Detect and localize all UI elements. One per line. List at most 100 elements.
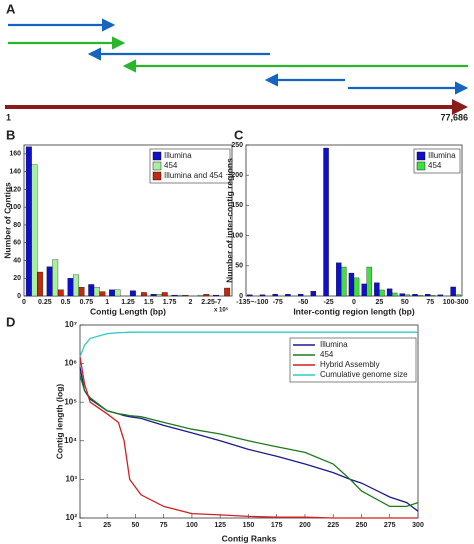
x-tick-label: 50: [131, 522, 139, 529]
bar: [129, 290, 136, 297]
plot-frame: [79, 324, 419, 519]
legend-label: Illumina: [164, 151, 192, 160]
y-tick-label: 20: [13, 275, 21, 282]
x-tick-label: 1.5: [144, 299, 154, 306]
x-tick-label: 2.25-7: [201, 299, 221, 306]
legend-label: Illumina and 454: [164, 171, 223, 180]
bar: [37, 271, 43, 297]
bar: [437, 294, 444, 297]
y-tick-label: 0: [239, 293, 243, 300]
x-axis-label: Contig Ranks: [222, 533, 277, 543]
bar: [213, 294, 219, 297]
legend-label: 454: [428, 161, 442, 170]
x-tick-label: 300: [412, 522, 424, 529]
legend-swatch: [152, 151, 162, 161]
y-tick-label: 10⁶: [64, 359, 77, 368]
bar: [379, 289, 385, 297]
x-tick-label: 225: [327, 522, 339, 529]
x-tick-label: 2: [188, 299, 192, 306]
bar: [285, 294, 291, 297]
bar: [203, 294, 210, 297]
y-tick-label: 10⁴: [64, 436, 77, 445]
x-tick-label: 200: [299, 522, 311, 529]
x-tick-label: 0.75: [80, 299, 94, 306]
y-tick-label: 10⁷: [65, 320, 77, 329]
legend-label: Illumina: [428, 151, 456, 160]
x-tick-label: 125: [214, 522, 226, 529]
x-tick-label: 275: [384, 522, 396, 529]
line-series: [79, 375, 419, 508]
bar: [150, 294, 157, 297]
bar: [177, 294, 183, 297]
y-tick-label: 100: [9, 204, 21, 211]
legend-swatch: [416, 161, 426, 171]
x-tick-label: 100: [186, 522, 198, 529]
y-tick-label: 50: [235, 263, 243, 270]
bar: [73, 274, 79, 297]
bar: [323, 147, 329, 297]
x-tick-label: 175: [271, 522, 283, 529]
bar: [353, 277, 360, 297]
y-tick-label: 140: [9, 168, 21, 175]
bar: [412, 294, 418, 297]
plot-frame: [23, 144, 233, 297]
bar: [46, 266, 53, 297]
bar: [88, 284, 95, 297]
bar: [99, 291, 106, 297]
y-tick-label: 250: [231, 142, 243, 149]
bar: [336, 262, 342, 297]
x-tick-label: 0.25: [38, 299, 52, 306]
x-tick-label: 1: [105, 299, 109, 306]
legend-swatch: [152, 161, 162, 171]
x-tick-label: 75: [426, 299, 434, 306]
y-tick-label: 100: [231, 232, 243, 239]
bar: [31, 164, 38, 297]
x-tick-label: 0: [22, 299, 26, 306]
legend-label: Cumulative genome size: [320, 370, 408, 379]
y-tick-label: 160: [9, 151, 21, 158]
x-tick-label: 1.25: [121, 299, 135, 306]
x-tick-label: -25: [324, 299, 334, 306]
bar: [197, 294, 204, 297]
bar: [450, 286, 456, 297]
panel-letter: B: [6, 127, 15, 142]
x-axis-label: Contig Length (bp): [90, 306, 166, 316]
bar: [141, 292, 147, 297]
y-tick-label: 120: [9, 186, 21, 193]
bar: [417, 295, 423, 297]
bar: [67, 278, 74, 297]
bar: [247, 294, 253, 297]
bar: [93, 286, 100, 297]
x-tick-label: 1: [78, 522, 82, 529]
y-axis-label: Contig length (log): [54, 384, 64, 460]
bar: [430, 295, 436, 297]
legend-label: 454: [164, 161, 178, 170]
bar: [366, 266, 372, 297]
bar: [399, 293, 405, 297]
bar: [297, 294, 304, 297]
bar: [386, 288, 393, 297]
bar: [272, 294, 278, 297]
bar: [310, 291, 317, 297]
bar: [374, 282, 380, 297]
x-tick-label: 50: [401, 299, 409, 306]
legend-swatch: [152, 171, 162, 181]
y-axis-label: Number of inter-contig regions: [224, 158, 234, 283]
x-tick-label: -75: [273, 299, 283, 306]
bar: [171, 294, 178, 297]
y-axis-label: Number of Contigs: [2, 182, 12, 259]
x-tick-label: 150: [243, 522, 255, 529]
bar: [391, 292, 398, 297]
bar: [182, 294, 189, 297]
line-series: [79, 356, 418, 519]
line-series: [79, 331, 418, 358]
panel-letter: A: [6, 1, 16, 16]
bar: [114, 289, 121, 297]
x-multiplier: x 10⁵: [214, 308, 229, 314]
bar: [156, 294, 163, 297]
bar: [361, 283, 367, 297]
y-tick-label: 200: [231, 172, 243, 179]
x-tick-label: 25: [376, 299, 384, 306]
legend-swatch: [416, 151, 426, 161]
